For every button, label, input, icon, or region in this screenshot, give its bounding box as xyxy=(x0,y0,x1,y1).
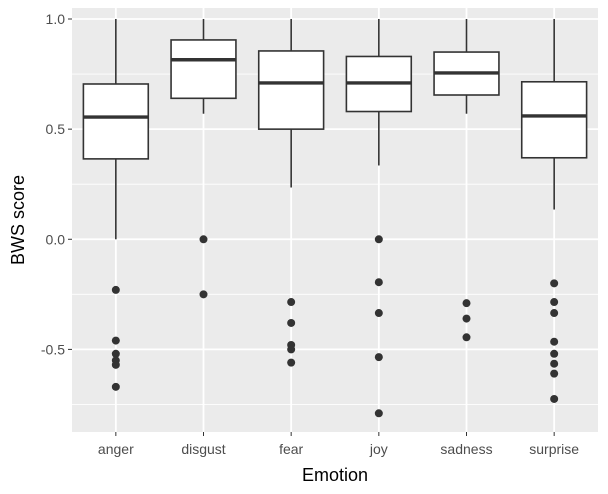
x-tick-label-anger: anger xyxy=(98,441,134,457)
x-tick-label-surprise: surprise xyxy=(529,441,579,457)
x-tick-label-disgust: disgust xyxy=(181,441,225,457)
outlier-point xyxy=(462,314,471,323)
box-sadness xyxy=(433,19,500,342)
outlier-point xyxy=(111,349,120,358)
outlier-point xyxy=(550,349,559,358)
outlier-point xyxy=(374,235,383,244)
outlier-point xyxy=(550,298,559,307)
outlier-point xyxy=(374,353,383,362)
outlier-point xyxy=(111,336,120,345)
outlier-point xyxy=(374,309,383,318)
y-tick-label: 0.5 xyxy=(46,121,66,137)
x-tick-label-fear: fear xyxy=(279,441,303,457)
outlier-point xyxy=(111,285,120,294)
iqr-box xyxy=(520,80,588,159)
y-axis: 1.0 0.5 0.0 -0.5 xyxy=(41,11,72,357)
outlier-point xyxy=(199,290,208,299)
outlier-point xyxy=(199,235,208,244)
outlier-point xyxy=(111,382,120,391)
plot-panel xyxy=(72,8,598,432)
iqr-box xyxy=(82,83,150,160)
outlier-point xyxy=(374,278,383,287)
outlier-point xyxy=(287,358,296,367)
iqr-box xyxy=(257,50,325,130)
outlier-point xyxy=(550,279,559,288)
x-axis-title: Emotion xyxy=(302,465,368,485)
outlier-point xyxy=(287,345,296,354)
outlier-point xyxy=(287,318,296,327)
y-tick-label: 1.0 xyxy=(46,11,66,27)
outlier-point xyxy=(462,299,471,308)
box-fear xyxy=(257,19,325,367)
outlier-point xyxy=(287,298,296,307)
outlier-point xyxy=(462,333,471,342)
outlier-point xyxy=(550,394,559,403)
x-tick-label-sadness: sadness xyxy=(440,441,492,457)
outlier-point xyxy=(550,359,559,368)
iqr-box xyxy=(170,39,237,100)
outlier-point xyxy=(111,360,120,369)
outlier-point xyxy=(374,409,383,418)
y-tick-label: -0.5 xyxy=(41,341,65,357)
outlier-point xyxy=(550,337,559,346)
boxes-layer xyxy=(82,19,588,418)
outlier-point xyxy=(550,309,559,318)
outlier-point xyxy=(550,369,559,378)
box-anger xyxy=(82,19,150,391)
x-tick-label-joy: joy xyxy=(369,441,388,457)
y-axis-title: BWS score xyxy=(8,175,28,265)
x-axis: anger disgust fear joy sadness surprise xyxy=(98,432,579,457)
box-surprise xyxy=(520,19,588,403)
box-disgust xyxy=(170,19,237,299)
box-joy xyxy=(345,19,413,418)
y-tick-label: 0.0 xyxy=(46,231,66,247)
